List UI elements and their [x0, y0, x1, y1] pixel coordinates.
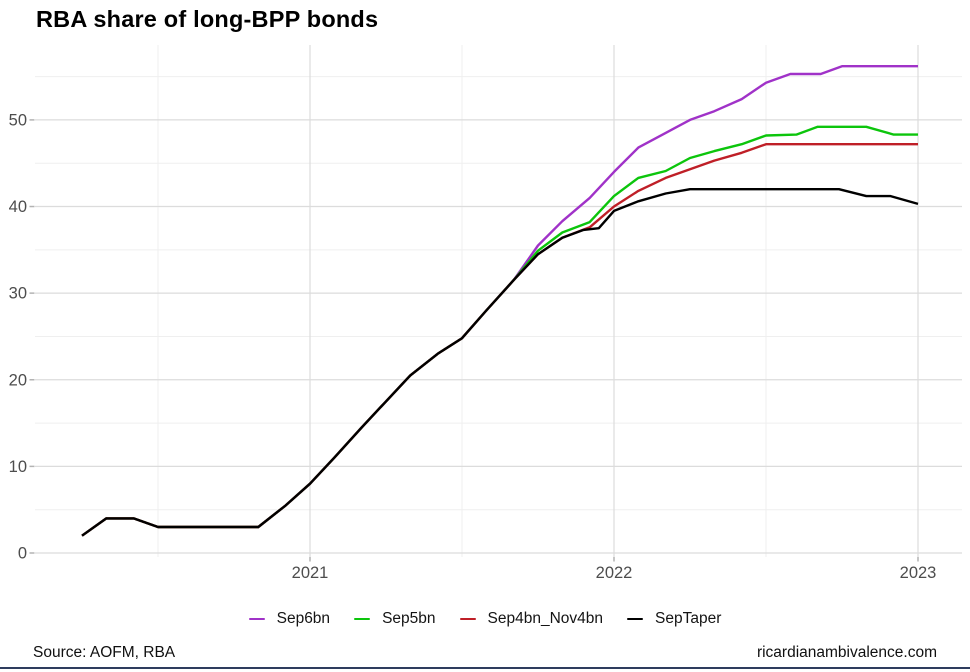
legend-label: SepTaper [655, 610, 722, 627]
legend-item-Sep4bn_Nov4bn: Sep4bn_Nov4bn [459, 610, 604, 628]
legend-swatch-Sep5bn [354, 617, 371, 621]
legend-swatch-Sep4bn_Nov4bn [459, 617, 476, 621]
y-axis-label: 10 [9, 458, 27, 476]
bottom-rule [0, 667, 970, 669]
site-credit: ricardianambivalence.com [756, 644, 937, 661]
chart-canvas: 0 10 20 30 40 50 2021 2022 2023 [9, 45, 962, 582]
legend-swatch-Sep6bn [248, 617, 265, 621]
legend-swatch-SepTaper [627, 617, 644, 621]
x-axis-label: 2023 [900, 564, 937, 582]
y-axis-label: 50 [9, 111, 27, 129]
x-axis-label: 2021 [292, 564, 329, 582]
y-axis-label: 30 [9, 285, 27, 303]
chart-footer: Source: AOFM, RBA ricardianambivalence.c… [33, 644, 937, 662]
source-note: Source: AOFM, RBA [33, 644, 176, 661]
series-line-Sep4bn_Nov4bn [81, 142, 918, 537]
y-axis-label: 0 [18, 545, 27, 563]
legend-label: Sep4bn_Nov4bn [487, 610, 604, 627]
y-axis-label: 40 [9, 198, 27, 216]
legend-item-Sep5bn: Sep5bn [354, 610, 436, 628]
legend-item-SepTaper: SepTaper [627, 610, 721, 628]
legend-label: Sep6bn [276, 610, 331, 627]
chart-legend: Sep6bn Sep5bn Sep4bn_Nov4bn SepTaper [0, 610, 970, 628]
chart-title: RBA share of long-BPP bonds [36, 6, 379, 32]
legend-label: Sep5bn [382, 610, 436, 627]
legend-item-Sep6bn: Sep6bn [248, 610, 331, 628]
series-line-SepTaper [81, 187, 919, 537]
y-axis-label: 20 [9, 371, 27, 389]
x-axis-label: 2022 [596, 564, 633, 582]
series-line-Sep6bn [81, 64, 918, 537]
